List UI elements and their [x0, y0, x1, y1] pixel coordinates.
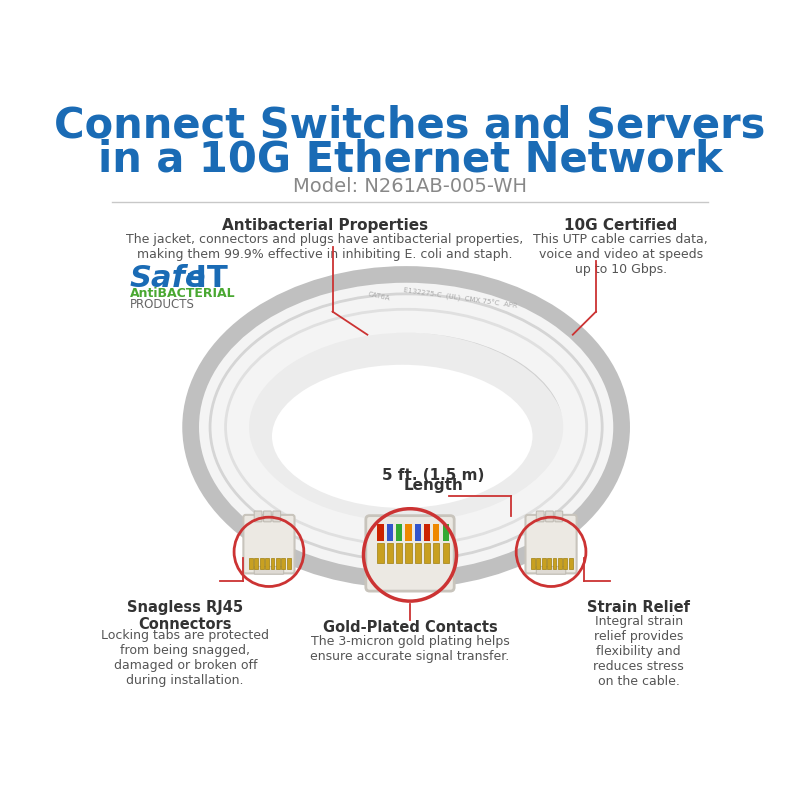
- Bar: [282, 558, 286, 569]
- Text: ·IT: ·IT: [186, 264, 229, 293]
- Bar: [569, 558, 573, 569]
- Text: Integral strain
relief provides
flexibility and
reduces stress
on the cable.: Integral strain relief provides flexibil…: [594, 615, 684, 688]
- Text: Safe: Safe: [130, 264, 206, 293]
- Bar: [270, 558, 274, 569]
- Bar: [286, 558, 290, 569]
- Bar: [378, 524, 384, 541]
- Text: AntiBACTERIAL: AntiBACTERIAL: [130, 287, 235, 300]
- Bar: [249, 558, 253, 569]
- Bar: [260, 558, 263, 569]
- Text: Antibacterial Properties: Antibacterial Properties: [222, 218, 428, 233]
- Bar: [424, 542, 430, 562]
- FancyBboxPatch shape: [263, 511, 271, 522]
- Bar: [414, 542, 421, 562]
- FancyBboxPatch shape: [536, 511, 544, 522]
- Text: Snagless RJ45
Connectors: Snagless RJ45 Connectors: [127, 599, 243, 632]
- Bar: [547, 558, 551, 569]
- Text: The jacket, connectors and plugs have antibacterial properties,
making them 99.9: The jacket, connectors and plugs have an…: [126, 233, 523, 261]
- FancyBboxPatch shape: [243, 515, 294, 574]
- Bar: [265, 558, 269, 569]
- Text: PRODUCTS: PRODUCTS: [130, 298, 194, 310]
- Text: CAT6A: CAT6A: [367, 291, 390, 302]
- Text: Strain Relief: Strain Relief: [587, 599, 690, 614]
- Text: Gold-Plated Contacts: Gold-Plated Contacts: [322, 619, 498, 634]
- FancyBboxPatch shape: [555, 511, 562, 522]
- Text: Connect Switches and Servers: Connect Switches and Servers: [54, 104, 766, 146]
- Text: 10G Certified: 10G Certified: [564, 218, 678, 233]
- FancyBboxPatch shape: [526, 515, 577, 574]
- Bar: [536, 558, 540, 569]
- Bar: [424, 524, 430, 541]
- Text: E132275-C  (UL)  CMX 75°C  APR: E132275-C (UL) CMX 75°C APR: [403, 287, 518, 310]
- FancyBboxPatch shape: [254, 511, 262, 522]
- FancyBboxPatch shape: [366, 516, 454, 591]
- Bar: [254, 558, 258, 569]
- FancyBboxPatch shape: [254, 566, 284, 574]
- Bar: [386, 524, 393, 541]
- Bar: [378, 542, 384, 562]
- Text: Length: Length: [403, 478, 463, 494]
- Bar: [386, 542, 393, 562]
- Bar: [563, 558, 567, 569]
- Text: Locking tabs are protected
from being snagged,
damaged or broken off
during inst: Locking tabs are protected from being sn…: [102, 629, 270, 687]
- Bar: [396, 542, 402, 562]
- FancyBboxPatch shape: [536, 566, 566, 574]
- Text: This UTP cable carries data,
voice and video at speeds
up to 10 Gbps.: This UTP cable carries data, voice and v…: [534, 233, 708, 276]
- Bar: [414, 524, 421, 541]
- Bar: [542, 558, 546, 569]
- Bar: [276, 558, 280, 569]
- Bar: [434, 542, 439, 562]
- Text: in a 10G Ethernet Network: in a 10G Ethernet Network: [98, 138, 722, 180]
- Text: Model: N261AB-005-WH: Model: N261AB-005-WH: [293, 178, 527, 196]
- FancyBboxPatch shape: [546, 511, 554, 522]
- Bar: [434, 524, 439, 541]
- Bar: [531, 558, 534, 569]
- Bar: [396, 524, 402, 541]
- Bar: [442, 542, 449, 562]
- FancyBboxPatch shape: [273, 511, 281, 522]
- Bar: [442, 524, 449, 541]
- Text: 5 ft. (1.5 m): 5 ft. (1.5 m): [382, 467, 485, 482]
- Bar: [553, 558, 557, 569]
- Bar: [406, 542, 411, 562]
- Text: The 3-micron gold plating helps
ensure accurate signal transfer.: The 3-micron gold plating helps ensure a…: [310, 635, 510, 663]
- Bar: [558, 558, 562, 569]
- Bar: [406, 524, 411, 541]
